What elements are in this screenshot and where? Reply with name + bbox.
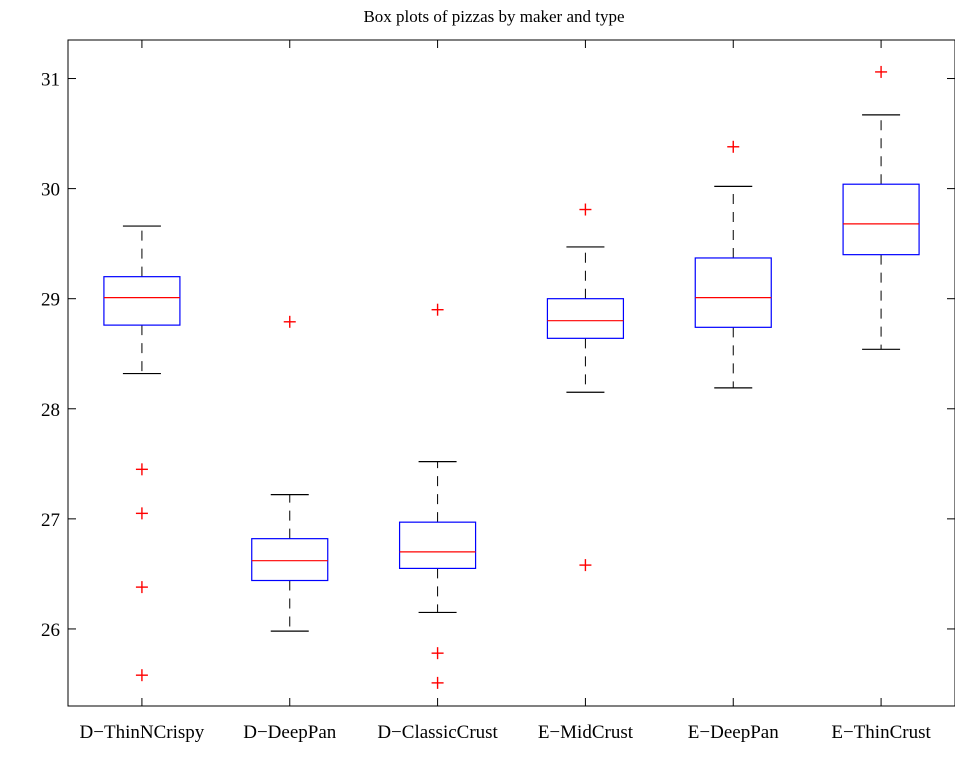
outlier-marker (283, 315, 296, 328)
outlier-marker (727, 140, 740, 153)
box-group (546, 203, 625, 572)
outlier-marker (135, 669, 148, 682)
box-iqr (546, 298, 625, 339)
y-tick-label: 29 (41, 290, 60, 311)
box-group (842, 65, 920, 350)
x-tick-label: D−DeepPan (243, 722, 337, 743)
box-iqr (694, 257, 772, 328)
outlier-marker (431, 676, 444, 689)
outlier-marker (135, 581, 148, 594)
y-tick-label: 27 (41, 510, 60, 531)
x-tick-label: E−MidCrust (538, 722, 634, 743)
box-iqr (251, 538, 329, 582)
box-group (694, 140, 772, 389)
box-group (251, 315, 329, 632)
x-tick-label: D−ClassicCrust (377, 722, 498, 743)
box-series (103, 65, 920, 689)
outlier-marker (579, 559, 592, 572)
box-iqr (103, 276, 181, 326)
outlier-marker (135, 463, 148, 476)
x-axis: D−ThinNCrispy D−DeepPan D−ClassicCrust E−Mi… (80, 40, 931, 743)
y-tick-label: 26 (41, 620, 60, 641)
y-tick-label: 28 (41, 400, 60, 421)
x-tick-label: E−ThinCrust (831, 722, 931, 743)
outlier-marker (579, 203, 592, 216)
y-tick-label: 31 (41, 70, 60, 91)
outlier-marker (431, 303, 444, 316)
chart-title: Box plots of pizzas by maker and type (363, 7, 624, 26)
y-axis: 26 27 28 29 30 31 (41, 70, 955, 641)
box-group (103, 225, 181, 682)
box-iqr (398, 521, 477, 569)
outlier-marker (875, 65, 888, 78)
outlier-marker (135, 507, 148, 520)
y-tick-label: 30 (41, 180, 60, 201)
box-group (398, 303, 477, 689)
plot-axes-frame (67, 39, 955, 707)
x-tick-label: E−DeepPan (688, 722, 779, 743)
outlier-marker (431, 647, 444, 660)
box-iqr (842, 183, 920, 256)
x-tick-label: D−ThinNCrispy (80, 722, 205, 743)
